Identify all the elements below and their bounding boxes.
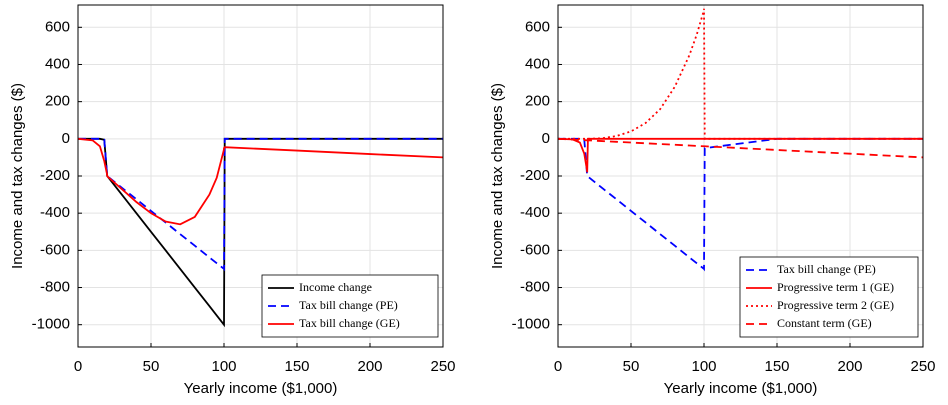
y-tick-label: 600 xyxy=(525,18,550,35)
legend-label: Tax bill change (PE) xyxy=(777,262,876,276)
x-tick-label: 200 xyxy=(357,358,382,375)
y-tick-label: -600 xyxy=(40,241,70,258)
y-axis-label: Income and tax changes ($) xyxy=(489,83,506,269)
x-axis-label: Yearly income ($1,000) xyxy=(184,380,338,397)
y-tick-label: -200 xyxy=(40,167,70,184)
y-tick-label: 0 xyxy=(62,130,70,147)
x-tick-label: 200 xyxy=(837,358,862,375)
series-line xyxy=(558,8,923,140)
x-axis-label: Yearly income ($1,000) xyxy=(664,380,818,397)
legend-label: Constant term (GE) xyxy=(777,316,872,330)
y-tick-label: -1000 xyxy=(512,316,550,333)
y-tick-label: 400 xyxy=(45,55,70,72)
legend: Tax bill change (PE) Progressive term 1 (… xyxy=(739,256,919,338)
y-tick-label: 400 xyxy=(525,55,550,72)
x-tick-label: 50 xyxy=(143,358,160,375)
y-tick-label: -600 xyxy=(520,241,550,258)
legend-box xyxy=(261,274,439,338)
series-line xyxy=(77,137,444,226)
series-line xyxy=(78,137,443,272)
y-tick-label: 600 xyxy=(45,18,70,35)
plot-frame xyxy=(557,4,924,348)
legend-box xyxy=(739,256,919,338)
y-tick-label: -800 xyxy=(40,278,70,295)
y-tick-label: -400 xyxy=(40,204,70,221)
x-tick-label: 50 xyxy=(623,358,640,375)
legend-label: Progressive term 1 (GE) xyxy=(777,280,894,294)
x-tick-label: 0 xyxy=(554,358,562,375)
y-tick-label: -800 xyxy=(520,278,550,295)
plot-frame xyxy=(77,4,444,348)
x-tick-label: 0 xyxy=(74,358,82,375)
y-tick-label: 200 xyxy=(525,93,550,110)
x-tick-label: 100 xyxy=(691,358,716,375)
y-axis-label: Income and tax changes ($) xyxy=(9,83,26,269)
y-tick-label: 0 xyxy=(542,130,550,147)
legend-label: Tax bill change (PE) xyxy=(299,298,398,312)
y-tick-label: -400 xyxy=(520,204,550,221)
y-tick-label: 200 xyxy=(45,93,70,110)
legend-label: Progressive term 2 (GE) xyxy=(777,298,894,312)
series-line xyxy=(558,137,923,272)
x-tick-label: 100 xyxy=(211,358,236,375)
x-tick-label: 150 xyxy=(284,358,309,375)
y-tick-label: -1000 xyxy=(32,316,70,333)
legend: Income change Tax bill change (PE) Tax bil… xyxy=(261,274,439,338)
legend-label: Tax bill change (GE) xyxy=(299,316,400,330)
x-tick-label: 250 xyxy=(910,358,935,375)
legend-label: Income change xyxy=(299,280,372,294)
y-tick-label: -200 xyxy=(520,167,550,184)
x-tick-label: 150 xyxy=(764,358,789,375)
series-line xyxy=(557,137,924,159)
x-tick-label: 250 xyxy=(430,358,455,375)
